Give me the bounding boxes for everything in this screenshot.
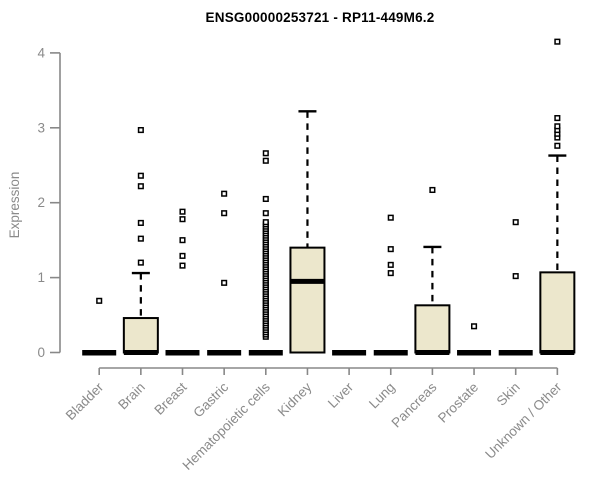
box-kidney: [289, 246, 326, 354]
flat-box-lung: [373, 350, 408, 356]
outlier-point-breast: [179, 237, 186, 244]
outlier-point-brain: [137, 172, 144, 179]
x-category-label: Lung: [366, 380, 398, 412]
flat-box-liver: [332, 350, 367, 356]
outlier-point-brain: [137, 259, 144, 266]
outlier-point-skin: [512, 219, 519, 226]
outlier-point-hematopoietic-cells: [262, 150, 269, 157]
outlier-point-breast: [179, 262, 186, 269]
outlier-point-gastric: [221, 279, 228, 286]
outlier-point-pancreas: [429, 186, 436, 194]
x-category-label: Pancreas: [389, 379, 440, 430]
x-category-label: Brain: [115, 380, 148, 413]
x-category-label: Breast: [151, 379, 189, 417]
outlier-point-lung: [387, 270, 394, 277]
y-axis-label: Expression: [7, 171, 22, 239]
x-category-label: Bladder: [63, 379, 107, 423]
outlier-point-skin: [512, 273, 519, 280]
outlier-point-hematopoietic-cells: [262, 157, 269, 164]
y-tick-label: 1: [37, 270, 45, 285]
x-category-label: Skin: [494, 380, 523, 409]
y-tick-label: 4: [37, 45, 45, 60]
outlier-point-breast: [179, 208, 186, 215]
x-category-label: Prostate: [435, 380, 481, 426]
outlier-point-breast: [179, 252, 186, 259]
outlier-point-brain: [137, 126, 144, 134]
y-tick-label: 2: [37, 195, 45, 210]
outlier-point-hematopoietic-cells: [262, 219, 269, 226]
outlier-point-unknown-other: [554, 123, 561, 130]
x-category-label: Liver: [325, 379, 357, 411]
outlier-point-bladder: [96, 297, 103, 304]
outlier-point-breast: [179, 216, 186, 223]
outlier-point-unknown-other: [554, 38, 561, 45]
box-pancreas: [414, 304, 451, 354]
box-brain: [122, 317, 159, 354]
y-tick-label: 0: [37, 345, 45, 360]
box-unknown-other: [539, 271, 576, 354]
x-category-label: Unknown / Other: [482, 379, 565, 462]
flat-box-skin: [498, 350, 533, 356]
outlier-point-hematopoietic-cells: [262, 210, 269, 217]
outlier-point-gastric: [221, 210, 228, 217]
y-tick-label: 3: [37, 120, 45, 135]
outlier-point-lung: [387, 246, 394, 253]
flat-box-gastric: [207, 350, 242, 356]
outlier-point-brain: [137, 235, 144, 242]
flat-box-hematopoietic-cells: [248, 350, 283, 356]
outlier-point-brain: [137, 219, 144, 226]
x-category-label: Gastric: [190, 379, 231, 420]
outlier-point-unknown-other: [554, 142, 561, 149]
outlier-point-lung: [387, 261, 394, 268]
outlier-point-lung: [387, 214, 394, 221]
outlier-point-prostate: [471, 323, 478, 330]
flat-box-bladder: [82, 350, 117, 356]
x-category-label: Kidney: [275, 379, 315, 419]
outlier-point-unknown-other: [554, 115, 561, 122]
flat-box-breast: [165, 350, 200, 356]
flat-box-prostate: [457, 350, 492, 356]
outlier-point-brain: [137, 183, 144, 190]
outlier-point-gastric: [221, 190, 228, 197]
chart-title: ENSG00000253721 - RP11-449M6.2: [205, 10, 435, 25]
outlier-point-hematopoietic-cells: [262, 195, 269, 203]
